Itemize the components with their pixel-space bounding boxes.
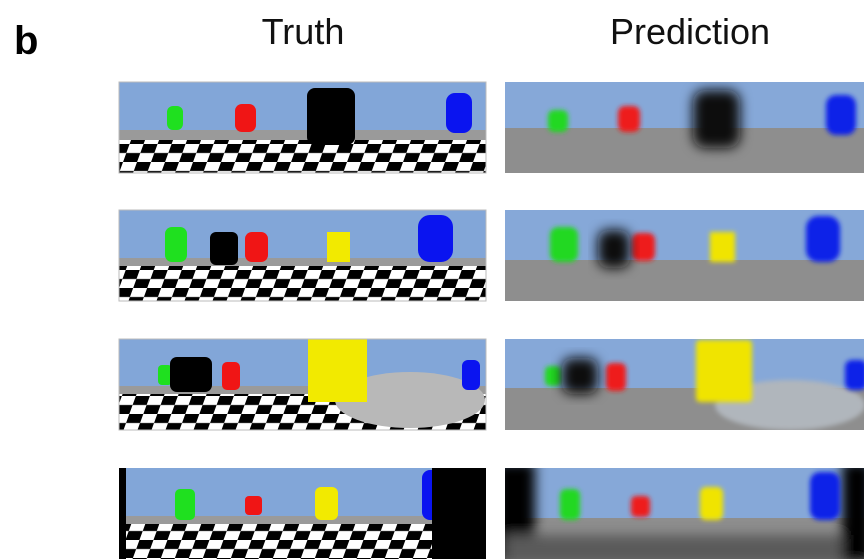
image-shape (167, 106, 183, 130)
image-shape (505, 535, 864, 559)
image-shape (119, 130, 486, 140)
column-title: Prediction (610, 11, 770, 52)
image-shape (327, 232, 350, 262)
image-shape (560, 489, 580, 520)
image-shape (505, 468, 864, 559)
frame (118, 81, 487, 174)
image-shape (119, 524, 486, 559)
image-shape (548, 95, 856, 135)
image-shape (432, 468, 486, 559)
image-shape (119, 386, 486, 394)
image-shape (696, 340, 752, 402)
image-shape (548, 110, 568, 132)
image-shape (245, 496, 262, 515)
image-shape (119, 266, 486, 301)
image-shape (598, 230, 630, 268)
image-shape (505, 128, 864, 173)
image-shape (505, 260, 864, 301)
image-shape (545, 366, 561, 386)
image-shape (307, 88, 355, 145)
image-shape (308, 339, 367, 402)
column-title: Truth (262, 11, 345, 52)
image-shape (119, 258, 486, 266)
image-shape (710, 232, 735, 262)
image-shape (562, 358, 598, 394)
image-shape (235, 104, 256, 132)
frame (118, 209, 487, 302)
image-shape (806, 216, 840, 262)
image-shape (446, 93, 472, 133)
prediction-image (505, 210, 864, 301)
truth-image (119, 468, 486, 559)
image-shape (826, 95, 856, 135)
image-shape (315, 487, 338, 520)
image-shape (715, 380, 864, 430)
prediction-image (505, 82, 864, 173)
image-shape (545, 340, 864, 402)
image-shape (631, 496, 650, 517)
image-shape (810, 472, 840, 520)
image-shape (842, 468, 864, 559)
truth-image (119, 210, 486, 301)
image-shape (560, 472, 840, 520)
truth-image (119, 339, 486, 430)
image-shape (845, 360, 864, 390)
image-shape (693, 90, 740, 148)
image-shape (175, 489, 195, 520)
image-shape (550, 227, 578, 262)
image-shape (462, 360, 480, 390)
truth-image (119, 82, 486, 173)
image-shape (119, 516, 486, 524)
image-shape (335, 372, 485, 428)
image-shape (210, 232, 238, 265)
image-shape (119, 468, 126, 559)
panel-label: b (14, 19, 38, 63)
image-shape (158, 365, 172, 385)
image-shape (119, 140, 486, 173)
image-shape (606, 363, 626, 391)
image-shape (550, 216, 840, 262)
image-shape (170, 357, 212, 392)
image-shape (618, 106, 640, 132)
prediction-image (505, 339, 864, 430)
image-shape (245, 232, 268, 262)
image-shape (222, 362, 240, 390)
image-shape (165, 227, 187, 262)
image-shape (700, 487, 723, 520)
frame (118, 338, 487, 431)
image-shape (418, 215, 453, 262)
prediction-image (505, 468, 864, 559)
image-shape (632, 233, 655, 261)
